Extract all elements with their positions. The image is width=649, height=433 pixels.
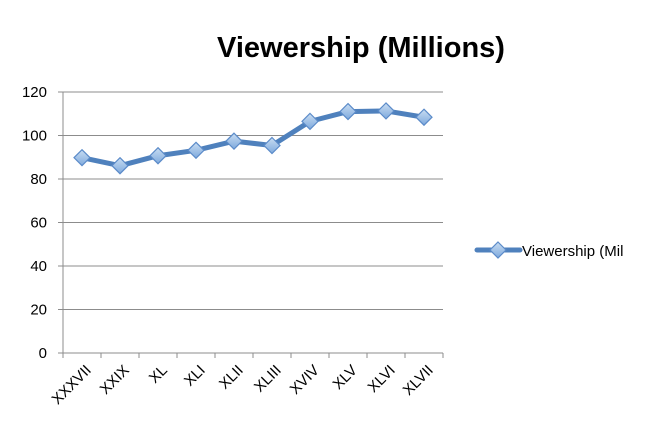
x-axis-tick-labels: XXXVII XXIX XL XLI XLII XLIII XVIV XLV XLVI XLVII [49, 362, 437, 408]
data-point-markers [73, 102, 433, 175]
y-axis-tick-labels: 0 20 40 60 80 100 120 [22, 84, 47, 362]
y-tick-label-0: 0 [39, 345, 47, 362]
gridlines [63, 91, 443, 310]
x-tick-label-xl: XL [146, 362, 171, 387]
axes [58, 91, 444, 358]
x-tick-label-xlv: XLV [330, 362, 361, 393]
y-tick-label-20: 20 [30, 302, 47, 319]
data-point-xlvi [377, 102, 395, 120]
series-viewership [79, 108, 427, 169]
data-point-xlv [339, 102, 357, 121]
x-tick-label-xlii: XLII [216, 362, 247, 393]
x-tick-label-xli: XLI [181, 362, 209, 390]
y-tick-label-100: 100 [22, 128, 47, 145]
y-tick-label-120: 120 [22, 84, 47, 101]
data-point-xviv [301, 112, 319, 131]
data-point-xl [149, 146, 167, 165]
x-tick-label-xviv: XVIV [287, 362, 323, 398]
legend: Viewership (Mil [474, 241, 623, 260]
y-tick-label-40: 40 [30, 258, 47, 275]
data-point-xliii [263, 136, 281, 155]
x-tick-label-xxxvii: XXXVII [49, 362, 95, 408]
legend-diamond-marker [489, 241, 507, 259]
data-point-xli [187, 141, 205, 160]
legend-label: Viewership (Mil [522, 243, 623, 260]
data-point-xxix [111, 156, 129, 175]
data-point-xlvii [415, 108, 433, 127]
data-point-xxxvii [73, 148, 91, 167]
y-tick-label-60: 60 [30, 215, 47, 232]
x-tick-label-xxix: XXIX [97, 362, 133, 398]
x-tick-label-xlvi: XLVI [365, 362, 399, 396]
series-line [79, 108, 427, 169]
x-tick-label-xliii: XLIII [251, 362, 285, 396]
data-point-xlii [225, 132, 243, 151]
y-tick-label-80: 80 [30, 171, 47, 188]
x-tick-label-xlvii: XLVII [400, 362, 437, 399]
chart-title: Viewership (Millions) [217, 32, 505, 64]
